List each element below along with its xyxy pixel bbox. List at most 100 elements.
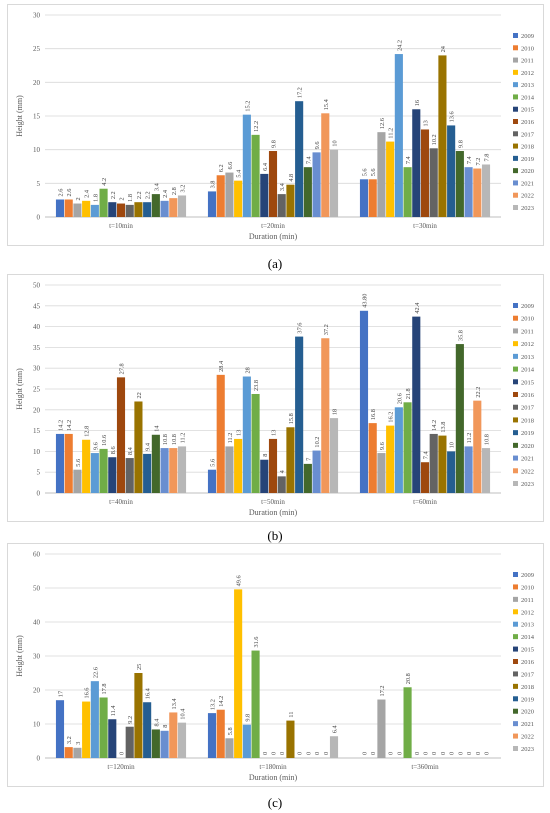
bar: [268, 438, 278, 493]
bar: [303, 463, 312, 493]
data-label: 21.8: [405, 388, 412, 399]
data-label: 16: [414, 100, 421, 106]
bar: [82, 439, 91, 493]
legend-label: 2009: [521, 33, 534, 40]
data-label: 28: [244, 367, 251, 373]
legend-swatch: [513, 746, 518, 751]
legend-label: 2018: [521, 144, 534, 151]
data-label: 14: [153, 425, 160, 432]
y-tick-label: 20: [33, 79, 41, 87]
data-label: 11.2: [227, 433, 234, 444]
data-label: 14.2: [57, 420, 64, 431]
data-label: 9.8: [271, 140, 278, 148]
bar: [403, 167, 412, 217]
legend-label: 2012: [521, 341, 534, 348]
bar: [99, 448, 108, 493]
legend-swatch: [513, 621, 518, 627]
data-label: 0: [305, 752, 312, 755]
legend-label: 2019: [521, 696, 534, 703]
data-label: 16.4: [145, 687, 152, 699]
legend-label: 2012: [521, 70, 534, 77]
legend-label: 2022: [521, 193, 534, 200]
data-label: 2.6: [66, 189, 73, 197]
bar: [90, 681, 99, 758]
x-tick-label: t=180min: [259, 763, 287, 771]
legend-swatch: [513, 341, 518, 347]
y-axis-title: Height (mm): [15, 95, 24, 137]
panel-label-c: (c): [267, 795, 283, 810]
data-label: 0: [262, 752, 269, 755]
bar: [64, 433, 73, 493]
legend-label: 2009: [521, 303, 534, 310]
bar: [251, 134, 260, 217]
bar: [125, 458, 134, 493]
bar: [82, 200, 91, 217]
legend-swatch: [513, 94, 518, 100]
bar: [134, 673, 143, 758]
bar: [177, 195, 187, 217]
legend-swatch: [513, 481, 518, 486]
x-tick-label: t=20min: [261, 222, 285, 230]
bar: [368, 179, 377, 217]
data-label: 15.2: [244, 101, 251, 112]
data-label: 0: [431, 752, 438, 755]
bar: [207, 469, 217, 493]
bar: [286, 720, 295, 758]
bar: [143, 453, 152, 493]
bar: [90, 453, 99, 493]
data-label: 22: [136, 392, 143, 398]
bar: [464, 446, 473, 493]
chart-panel-c: 0 10 20 30 40 50 60 Height (mm) 17 3.2 3 16.6 22.6 17…: [7, 543, 544, 787]
data-label: 0: [370, 752, 377, 755]
legend-label: 2013: [521, 622, 534, 629]
legend-swatch: [513, 404, 518, 410]
data-label: 9.8: [457, 140, 464, 148]
bar: [151, 194, 160, 217]
data-label: 10: [449, 442, 456, 448]
legend-swatch: [513, 442, 518, 448]
bar: [73, 747, 82, 758]
x-tick-label: t=40min: [109, 498, 133, 506]
bar: [295, 101, 304, 217]
legend-swatch: [513, 69, 518, 75]
y-tick-label: 5: [37, 180, 41, 188]
bar: [403, 402, 412, 493]
y-tick-label: 20: [33, 406, 41, 414]
bar: [216, 175, 225, 217]
data-label: 8: [162, 725, 169, 728]
bar: [64, 199, 73, 217]
data-label: 5.6: [361, 168, 368, 176]
data-label: 12.8: [84, 426, 91, 437]
legend-label: 2015: [521, 379, 534, 386]
legend-label: 2009: [521, 572, 534, 579]
legend-label: 2011: [521, 58, 534, 65]
data-label: 2.4: [84, 189, 91, 198]
data-label: 17: [57, 691, 64, 697]
legend-label: 2020: [521, 443, 534, 450]
data-label: 9.2: [127, 716, 134, 724]
legend-swatch: [513, 609, 518, 615]
data-label: 2.8: [171, 187, 178, 195]
bar: [160, 200, 169, 217]
data-label: 10.8: [484, 434, 491, 445]
bar: [99, 697, 108, 758]
data-label: 4: [279, 469, 286, 473]
data-label: 3: [75, 742, 82, 745]
data-label: 13: [236, 430, 243, 436]
legend-label: 2017: [521, 671, 535, 678]
legend-label: 2019: [521, 156, 534, 163]
legend-label: 2016: [521, 659, 535, 666]
bar: [438, 55, 447, 218]
bar: [169, 712, 178, 758]
data-label: 10.4: [180, 708, 187, 720]
legend-label: 2013: [521, 82, 534, 89]
data-label: 10.2: [431, 134, 438, 145]
bar: [329, 418, 339, 493]
bar: [55, 700, 65, 758]
data-label: 12.2: [253, 121, 260, 132]
data-label: 0: [279, 752, 286, 755]
y-tick-label: 15: [33, 427, 41, 435]
y-tick-label: 50: [33, 585, 41, 593]
data-label: 42.4: [414, 302, 421, 314]
legend-label: 2023: [521, 481, 534, 488]
